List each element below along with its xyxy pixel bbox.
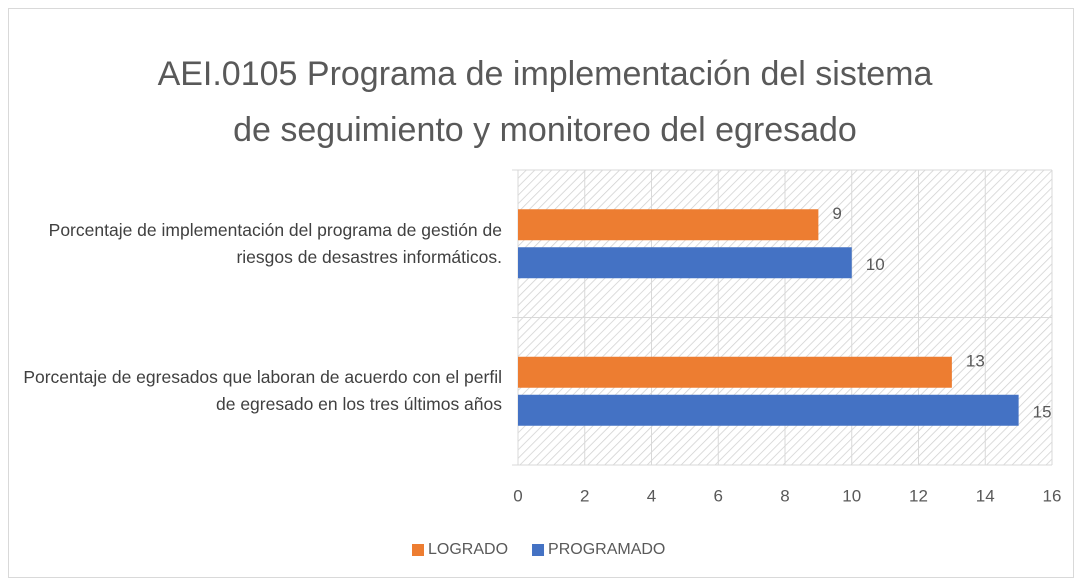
category-label: Porcentaje de implementación del program… (48, 219, 502, 267)
x-tick-label: 2 (580, 486, 589, 505)
x-tick-label: 12 (909, 486, 928, 505)
bar (518, 209, 819, 241)
bar (518, 247, 852, 279)
legend-label: PROGRAMADO (548, 541, 665, 558)
bar (518, 394, 1019, 426)
x-tick-label: 8 (780, 486, 789, 505)
data-label: 10 (866, 255, 885, 274)
data-label: 13 (966, 352, 985, 371)
x-tick-label: 0 (513, 486, 522, 505)
x-tick-label: 14 (976, 486, 995, 505)
legend-swatch (412, 544, 424, 556)
data-label: 15 (1033, 403, 1052, 422)
legend-swatch (532, 544, 545, 556)
legend-label: LOGRADO (428, 541, 508, 558)
chart-title: AEI.0105 Programa de implementación del … (157, 55, 933, 149)
x-tick-label: 16 (1043, 486, 1062, 505)
bar (518, 356, 952, 388)
data-label: 9 (832, 204, 841, 223)
x-tick-label: 4 (647, 486, 656, 505)
category-label: Porcentaje de egresados que laboran de a… (23, 367, 502, 415)
x-tick-label: 10 (842, 486, 861, 505)
chart-frame (8, 8, 1074, 578)
x-tick-label: 6 (714, 486, 723, 505)
